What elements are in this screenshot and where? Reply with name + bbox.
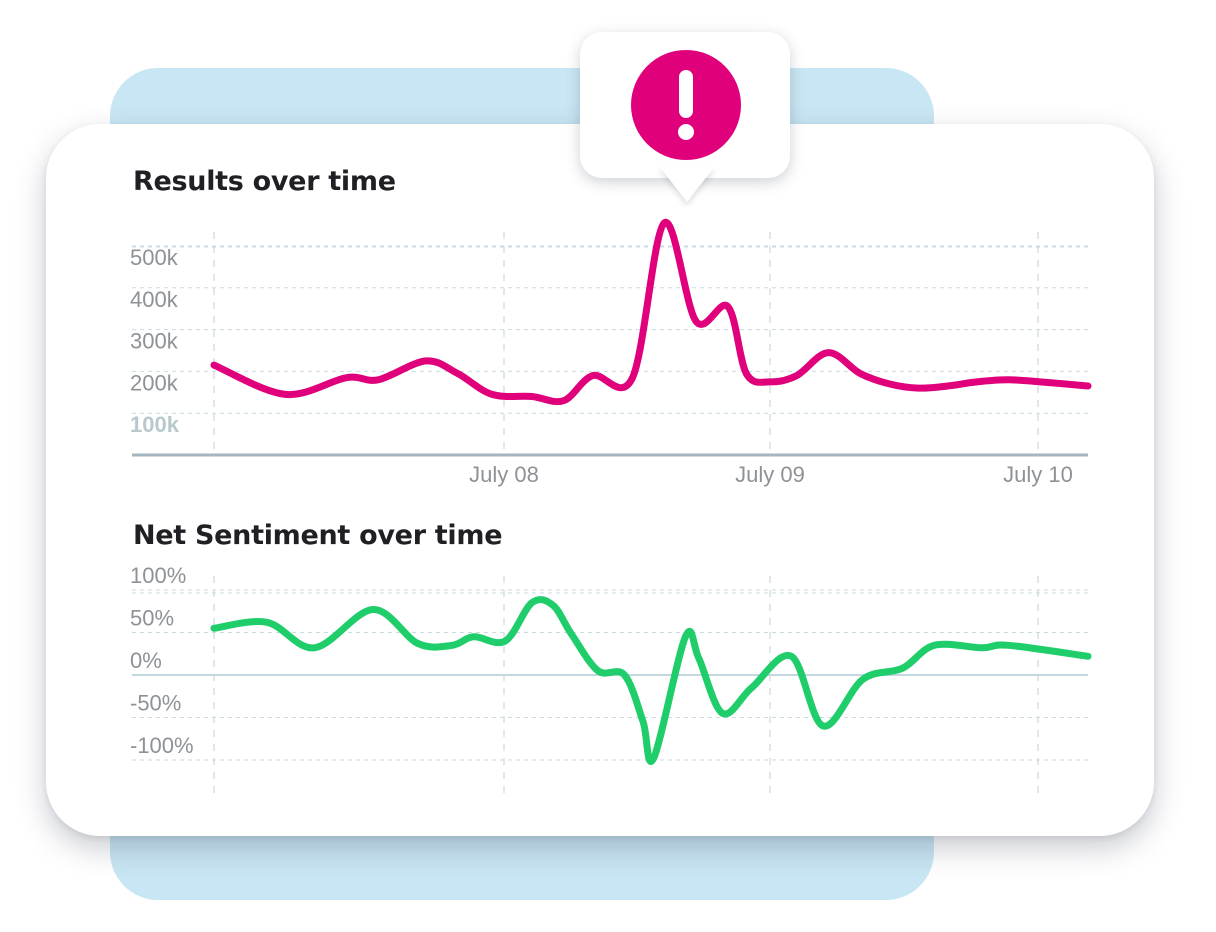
results-x-tick-label: July 09 bbox=[735, 462, 805, 487]
sentiment-series-line[interactable] bbox=[210, 596, 1092, 765]
alert-callout-pointer bbox=[659, 166, 715, 202]
results-x-tick-label: July 08 bbox=[469, 462, 539, 487]
results-y-tick-label: 500k bbox=[130, 245, 179, 270]
sentiment-grid bbox=[132, 576, 1088, 800]
results-y-axis: 100k 200k 300k 400k 500k bbox=[130, 245, 180, 437]
results-y-tick-label: 300k bbox=[130, 329, 179, 354]
results-y-tick-label: 400k bbox=[130, 287, 179, 312]
sentiment-y-tick-label: -50% bbox=[130, 691, 181, 716]
sentiment-y-axis: 100% 50% 0% -50% -100% bbox=[130, 563, 194, 758]
sentiment-y-tick-label: -100% bbox=[130, 733, 194, 758]
sentiment-y-tick-label: 0% bbox=[130, 648, 162, 673]
exclamation-dot bbox=[678, 124, 694, 140]
sentiment-y-tick-label: 100% bbox=[130, 563, 186, 588]
results-chart-title: Results over time bbox=[133, 166, 396, 197]
results-grid bbox=[132, 232, 1088, 457]
results-series[interactable] bbox=[210, 219, 1092, 406]
results-x-tick-label: July 10 bbox=[1003, 462, 1073, 487]
results-series-line[interactable] bbox=[210, 219, 1092, 406]
results-y-tick-label: 200k bbox=[130, 370, 179, 395]
exclamation-icon[interactable] bbox=[631, 50, 741, 160]
sentiment-series[interactable] bbox=[210, 596, 1092, 765]
results-y-tick-label: 100k bbox=[130, 412, 180, 437]
sentiment-y-tick-label: 50% bbox=[130, 606, 174, 631]
sentiment-chart-title: Net Sentiment over time bbox=[133, 520, 503, 551]
results-x-axis: July 08 July 09 July 10 bbox=[469, 462, 1073, 487]
exclamation-bar bbox=[679, 70, 693, 118]
